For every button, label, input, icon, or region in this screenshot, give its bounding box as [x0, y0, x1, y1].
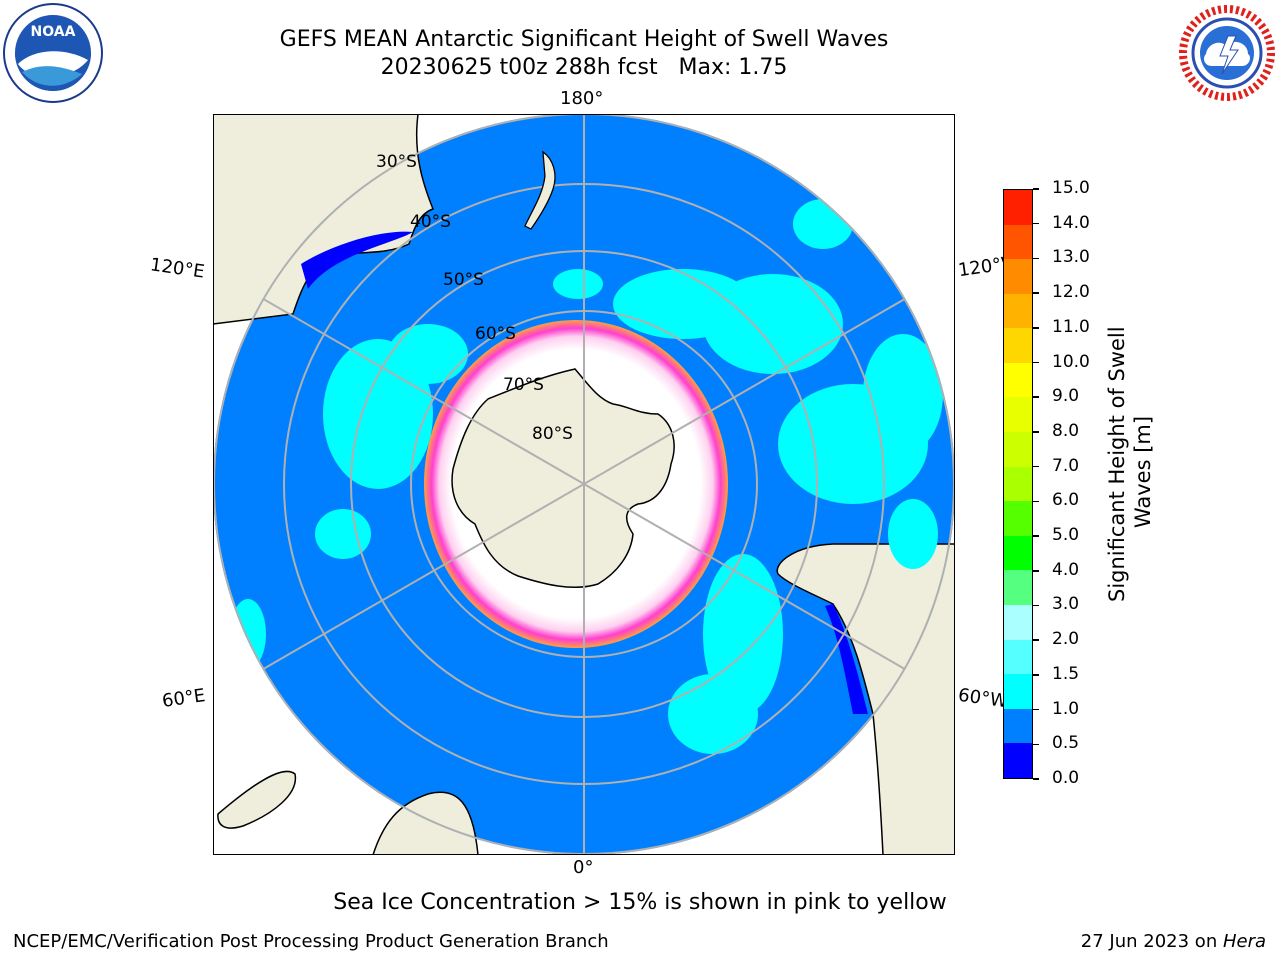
colorbar-tick-mark — [1033, 327, 1039, 329]
lon-label-180: 180° — [560, 88, 604, 109]
colorbar-tick-label: 12.0 — [1052, 282, 1090, 303]
lon-label-0: 0° — [573, 857, 594, 878]
colorbar-tick-label: 2.0 — [1052, 629, 1080, 650]
lat-label-60s: 60°S — [475, 324, 516, 344]
footer-host: Hera — [1222, 931, 1266, 952]
colorbar-tick-mark — [1033, 361, 1039, 364]
colorbar-tick-mark — [1033, 743, 1039, 746]
colorbar-segment — [1004, 708, 1032, 744]
colorbar-tick-mark — [1033, 292, 1039, 294]
colorbar-tick-label: 0.5 — [1052, 733, 1080, 754]
noaa-logo-text: NOAA — [31, 24, 76, 40]
colorbar-tick-mark — [1033, 396, 1039, 398]
colorbar-segment — [1004, 501, 1032, 536]
colorbar-segment — [1004, 605, 1032, 640]
colorbar-tick-mark — [1033, 431, 1039, 433]
footer-date-text: 27 Jun 2023 on — [1080, 931, 1223, 952]
colorbar-segment — [1004, 639, 1032, 675]
polar-map — [213, 114, 955, 855]
colorbar-tick-label: 1.5 — [1052, 663, 1080, 684]
colorbar-ticks: 0.0 0.5 1.0 1.5 2.0 3.0 4.0 5.0 6.0 7.0 8.0 9.0 10.0… — [1033, 178, 1096, 788]
lon-label-60w: 60°W — [956, 684, 1009, 713]
colorbar-tick-mark — [1033, 674, 1039, 676]
colorbar-segment — [1004, 397, 1032, 433]
colorbar-label: Significant Height of Swell Waves [m] — [1104, 326, 1156, 602]
colorbar-segment — [1004, 743, 1032, 778]
nws-logo — [1176, 2, 1278, 104]
colorbar-tick-label: 7.0 — [1052, 455, 1080, 476]
colorbar-label-line1: Significant Height of Swell — [1105, 326, 1129, 602]
colorbar-tick-label: 8.0 — [1052, 420, 1080, 441]
colorbar-tick-label: 11.0 — [1052, 316, 1090, 337]
lon-label-60e: 60°E — [160, 685, 207, 712]
colorbar-segment — [1004, 674, 1032, 709]
colorbar-tick-label: 0.0 — [1052, 768, 1080, 788]
colorbar-tick-mark — [1033, 708, 1039, 711]
colorbar-tick-label: 4.0 — [1052, 559, 1080, 580]
colorbar-tick-label: 6.0 — [1052, 490, 1080, 511]
colorbar-tick-label: 9.0 — [1052, 386, 1080, 407]
colorbar-tick-mark — [1033, 604, 1039, 607]
colorbar-segment — [1004, 535, 1032, 571]
colorbar-tick-mark — [1033, 257, 1039, 260]
colorbar-segment — [1004, 259, 1032, 294]
lat-label-70s: 70°S — [503, 375, 544, 395]
colorbar-segment — [1004, 362, 1032, 398]
colorbar-tick-mark — [1033, 570, 1039, 572]
lon-label-120e: 120°E — [148, 254, 206, 283]
colorbar-tick-mark — [1033, 222, 1039, 225]
lat-label-80s: 80°S — [532, 424, 573, 444]
noaa-logo: NOAA — [2, 2, 104, 104]
caption: Sea Ice Concentration > 15% is shown in … — [333, 890, 947, 915]
colorbar-tick-label: 15.0 — [1052, 178, 1090, 198]
colorbar-tick-label: 3.0 — [1052, 594, 1080, 615]
colorbar-segment — [1004, 224, 1032, 260]
colorbar-segment — [1004, 466, 1032, 502]
colorbar-tick-label: 13.0 — [1052, 247, 1090, 268]
chart-title: GEFS MEAN Antarctic Significant Height o… — [279, 27, 889, 52]
chart-subtitle: 20230625 t00z 288h fcst Max: 1.75 — [380, 55, 788, 80]
colorbar-tick-label: 14.0 — [1052, 212, 1090, 233]
colorbar-tick-mark — [1033, 465, 1039, 468]
colorbar-tick-label: 10.0 — [1052, 351, 1090, 372]
colorbar-tick-mark — [1033, 778, 1039, 780]
colorbar-tick-mark — [1033, 500, 1039, 503]
lat-label-40s: 40°S — [410, 212, 451, 232]
colorbar — [1003, 189, 1033, 779]
colorbar-segment — [1004, 293, 1032, 329]
colorbar-segment — [1004, 570, 1032, 606]
colorbar-label-line2: Waves [m] — [1131, 415, 1155, 529]
colorbar-segment — [1004, 432, 1032, 467]
madagascar-land — [217, 770, 297, 829]
lat-label-50s: 50°S — [443, 270, 484, 290]
colorbar-segment — [1004, 328, 1032, 363]
colorbar-tick-mark — [1033, 188, 1039, 190]
antarctica-land — [451, 368, 675, 589]
colorbar-tick-mark — [1033, 639, 1039, 641]
footer-credit: NCEP/EMC/Verification Post Processing Pr… — [13, 931, 609, 952]
colorbar-tick-mark — [1033, 535, 1039, 537]
lat-label-30s: 30°S — [376, 152, 417, 172]
colorbar-segment — [1004, 189, 1032, 225]
footer-date: 27 Jun 2023 on Hera — [1081, 931, 1266, 952]
colorbar-tick-label: 5.0 — [1052, 525, 1080, 546]
colorbar-tick-label: 1.0 — [1052, 698, 1080, 719]
